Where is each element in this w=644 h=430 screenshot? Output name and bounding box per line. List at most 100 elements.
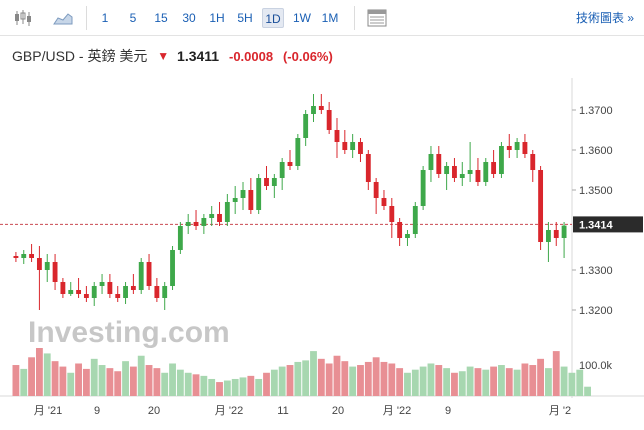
candle-body — [91, 286, 97, 298]
x-tick-label: 月 '21 — [34, 405, 62, 417]
candle-body — [154, 286, 160, 298]
candle-body — [499, 146, 504, 174]
volume-bar — [505, 368, 513, 396]
y-tick-label: 1.3300 — [579, 265, 613, 277]
candle-body — [506, 146, 512, 150]
timeframe-button-1m[interactable]: 1M — [321, 11, 339, 25]
candle-body — [545, 230, 551, 242]
candle-body — [295, 138, 301, 166]
volume-bar — [75, 363, 82, 396]
candle-body — [279, 162, 285, 178]
technical-chart-link[interactable]: 技術圖表 » — [575, 11, 634, 25]
instrument-name: GBP/USD - 英鎊 美元 — [12, 48, 148, 64]
volume-bar — [200, 375, 208, 396]
timeframe-button-5[interactable]: 5 — [129, 11, 137, 25]
volume-bar — [411, 369, 419, 396]
timeframe-button-15[interactable]: 15 — [154, 11, 168, 25]
candle-body — [405, 234, 410, 238]
candle-body — [475, 170, 481, 182]
candle-body — [436, 154, 442, 174]
candle-body — [483, 162, 489, 182]
price-chart[interactable]: 1.3700 1.3600 1.3500 1.3300 1.3200 Investing.… — [0, 78, 644, 430]
candle-body — [138, 262, 144, 290]
candle-body — [420, 170, 426, 206]
volume-bar — [184, 372, 192, 396]
x-tick-label: 20 — [148, 405, 160, 417]
candle-body — [397, 222, 403, 238]
candle-body — [224, 202, 230, 222]
volume-bar — [82, 368, 90, 396]
volume-bar — [223, 380, 231, 396]
candle-body — [530, 154, 536, 170]
volume-bar — [145, 365, 153, 396]
candlestick-icon[interactable] — [12, 8, 34, 28]
volume-bar — [498, 365, 505, 396]
candle-body — [318, 106, 324, 110]
candle-body — [115, 294, 121, 298]
candle-body — [334, 130, 340, 142]
candle-body — [44, 262, 50, 270]
volume-bar — [35, 348, 43, 396]
price-change-percent: (-0.06%) — [282, 48, 333, 64]
table-view-icon[interactable] — [366, 8, 388, 28]
down-arrow-icon: ▼ — [157, 49, 170, 63]
volume-bar — [90, 358, 98, 396]
candle-body — [538, 170, 544, 242]
volume-bar — [552, 351, 560, 396]
candle-body — [444, 166, 450, 174]
candle-body — [428, 154, 434, 170]
candle-body — [522, 142, 528, 154]
y-tick-label: 1.3700 — [579, 105, 613, 117]
investing-watermark: Investing.com — [28, 316, 230, 349]
timeframe-button-1[interactable]: 1 — [101, 11, 109, 25]
volume-bar — [239, 377, 247, 396]
x-tick-label: 月 '22 — [383, 405, 411, 417]
volume-bar — [302, 360, 310, 396]
volume-bar — [380, 361, 388, 396]
volume-bar — [333, 355, 341, 396]
volume-bar — [474, 368, 482, 396]
candle-body — [146, 262, 152, 286]
timeframe-button-1w[interactable]: 1W — [293, 11, 311, 25]
chart-canvas[interactable]: 1.3700 1.3600 1.3500 1.3300 1.3200 Investing.… — [0, 78, 644, 430]
chart-toolbar: 1 5 15 30 1H 5H 1D 1W 1M 技術圖表 » — [0, 0, 644, 36]
candle-body — [303, 114, 309, 138]
volume-bar — [51, 361, 59, 396]
quote-header: GBP/USD - 英鎊 美元 ▼ 1.3411 -0.0008 (-0.06%… — [12, 46, 333, 66]
candle-body — [365, 154, 371, 182]
x-tick-label: 11 — [277, 405, 288, 417]
area-chart-icon[interactable] — [52, 8, 74, 28]
candle-body — [358, 142, 363, 154]
volume-bar — [231, 378, 239, 396]
volume-bar — [427, 363, 435, 396]
volume-bar — [466, 366, 474, 396]
timeframe-button-5h[interactable]: 5H — [237, 11, 253, 25]
candle-body — [13, 256, 19, 258]
volume-bar — [576, 369, 584, 396]
volume-bar — [270, 369, 278, 396]
candle-body — [561, 225, 567, 238]
x-tick-label: 20 — [332, 405, 344, 417]
volume-bar — [161, 372, 169, 396]
volume-bar — [364, 361, 372, 396]
candle-body — [459, 174, 465, 178]
volume-bar — [521, 363, 529, 396]
candle-body — [201, 218, 207, 226]
candle-body — [76, 290, 81, 294]
candle-body — [248, 190, 254, 210]
candle-body — [170, 250, 175, 286]
timeframe-button-1d[interactable]: 1D — [262, 8, 284, 28]
candle-body — [185, 222, 191, 226]
volume-bar — [114, 371, 122, 396]
volume-bar — [286, 365, 294, 396]
timeframe-button-30[interactable]: 30 — [182, 11, 196, 25]
timeframe-button-1h[interactable]: 1H — [209, 11, 225, 25]
volume-bar — [568, 372, 576, 396]
candle-body — [240, 190, 246, 198]
candle-body — [130, 286, 136, 290]
candle-body — [68, 290, 74, 294]
volume-bar — [529, 365, 537, 396]
volume-bar — [341, 361, 349, 396]
candle-body — [381, 198, 387, 206]
y-tick-label: 1.3600 — [579, 145, 613, 157]
